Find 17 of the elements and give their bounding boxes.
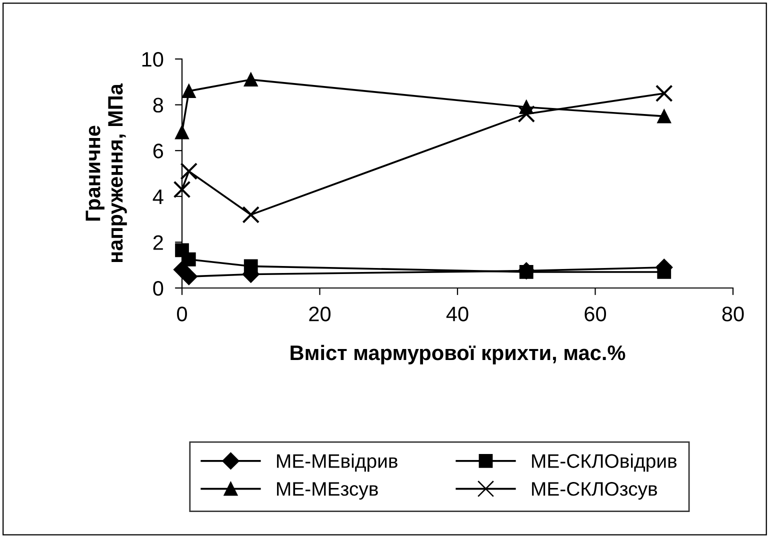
y-tick-label: 0 — [153, 281, 164, 296]
y-tick-label: 8 — [153, 98, 164, 113]
y-axis-title: Граничне напруження, МПа — [86, 83, 127, 262]
x-tick-label: 40 — [446, 306, 468, 322]
legend-label: МЕ-МЕвідрив — [277, 454, 398, 472]
y-tick-label: 6 — [153, 144, 164, 158]
x-tick-label: 80 — [722, 306, 744, 322]
y-tick-label: 4 — [152, 190, 164, 204]
y-tick-label: 10 — [142, 52, 164, 67]
x-tick-label: 0 — [177, 306, 187, 322]
x-tick-label: 60 — [584, 306, 606, 322]
legend-label: МЕ-МЕзсув — [277, 482, 378, 500]
x-tick-label: 20 — [309, 306, 331, 322]
legend-label: МЕ-СКЛОзсув — [532, 482, 658, 500]
legend-label: МЕ-СКЛОвідрив — [532, 454, 677, 472]
x-axis-title: Вміст мармурової крихти, мас.% — [290, 344, 626, 364]
y-tick-label: 2 — [153, 235, 163, 250]
